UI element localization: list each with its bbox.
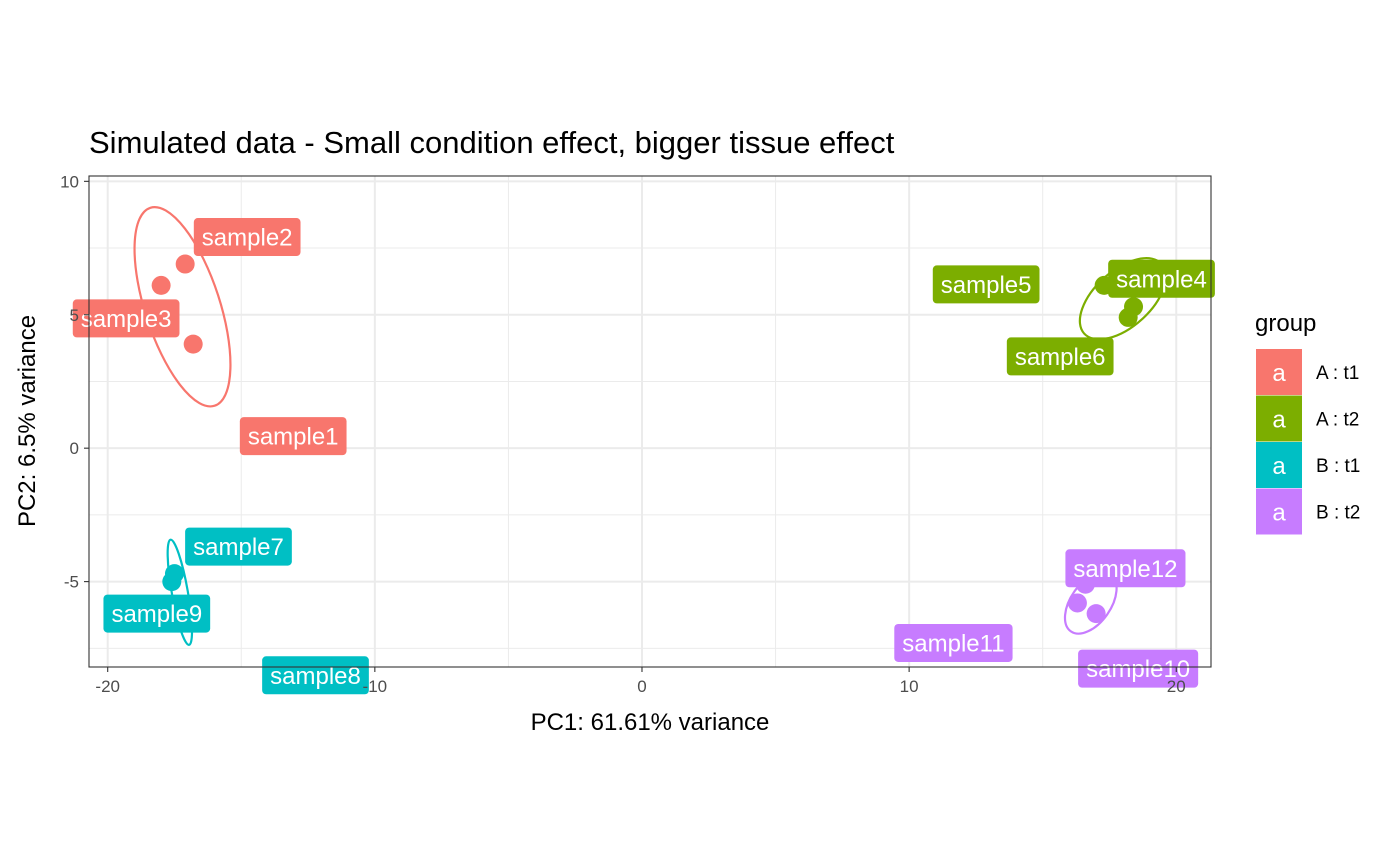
point-sample6 (1118, 307, 1138, 327)
point-label-sample4: sample4 (1108, 259, 1215, 298)
point-label-box (1108, 259, 1215, 298)
x-tick-label: -10 (363, 677, 388, 696)
point-label-text: sample3 (81, 306, 172, 333)
point-label-text: sample10 (1086, 656, 1190, 683)
y-tick-label: 5 (70, 306, 79, 325)
point-label-box (193, 218, 301, 257)
point-label-box (932, 265, 1040, 304)
point-label-text: sample5 (941, 272, 1032, 299)
point-label-box (1006, 337, 1114, 376)
point-sample11 (1067, 593, 1087, 613)
point-label-text: sample4 (1116, 266, 1207, 293)
legend-item-a-t1: a A : t1 (1256, 349, 1359, 395)
point-label-sample11: sample11 (894, 623, 1013, 662)
point-label-sample10: sample10 (1078, 649, 1199, 688)
point-label-sample1: sample1 (239, 417, 347, 456)
legend-key-glyph: a (1272, 453, 1286, 480)
point-label-sample5: sample5 (932, 265, 1040, 304)
point-label-box (1065, 549, 1186, 588)
point-label-sample6: sample6 (1006, 337, 1114, 376)
y-tick-label: 10 (60, 172, 79, 191)
legend-item-a-t2: a A : t2 (1256, 395, 1359, 442)
legend-key (1256, 395, 1302, 442)
legend-items: a A : t1 a A : t2 a B : t1 a B : t2 (1256, 349, 1360, 535)
point-sample10 (1086, 604, 1106, 624)
x-tick-label: 0 (637, 677, 646, 696)
point-label-box (1078, 649, 1199, 688)
point-label-text: sample2 (202, 225, 293, 252)
point-label-text: sample1 (248, 424, 339, 451)
x-axis-title: PC1: 61.61% variance (531, 709, 770, 736)
legend-item-b-t1: a B : t1 (1256, 442, 1360, 488)
legend-key (1256, 488, 1302, 535)
legend-key-glyph: a (1272, 500, 1286, 527)
legend: group a A : t1 a A : t2 a B : t1 a B : t2 (1255, 310, 1360, 535)
legend-key (1256, 442, 1302, 488)
x-tick-label: -20 (95, 677, 120, 696)
legend-item-b-t2: a B : t2 (1256, 488, 1360, 535)
legend-key (1256, 349, 1302, 395)
point-sample3 (151, 275, 171, 295)
point-label-sample2: sample2 (193, 218, 301, 257)
y-tick-label: -5 (64, 573, 79, 592)
y-axis-title: PC2: 6.5% variance (14, 315, 41, 527)
point-sample9 (162, 572, 182, 592)
x-tick-label: 20 (1167, 677, 1186, 696)
chart-title: Simulated data - Small condition effect,… (89, 125, 895, 160)
x-tick-label: 10 (900, 677, 919, 696)
x-axis: -20 -10 0 10 20 (95, 667, 1186, 696)
legend-title: group (1255, 310, 1316, 337)
point-label-text: sample6 (1015, 344, 1106, 371)
point-label-sample12: sample12 (1065, 549, 1186, 588)
legend-label: B : t2 (1316, 503, 1360, 524)
legend-label: B : t1 (1316, 456, 1360, 477)
legend-label: A : t1 (1316, 363, 1359, 384)
point-label-box (185, 527, 292, 566)
point-sample1 (183, 334, 203, 354)
plot-panel-border (88, 175, 1212, 668)
y-tick-label: 0 (70, 439, 79, 458)
point-label-text: sample9 (111, 601, 202, 628)
legend-label: A : t2 (1316, 410, 1359, 431)
point-label-text: sample11 (902, 630, 1004, 657)
point-label-box (262, 656, 369, 695)
point-label-sample9: sample9 (103, 594, 211, 633)
legend-key-glyph: a (1272, 360, 1286, 387)
point-sample2 (175, 254, 195, 274)
point-label-box (103, 594, 211, 633)
point-label-box (239, 417, 347, 456)
legend-key-glyph: a (1272, 407, 1286, 434)
point-label-sample7: sample7 (185, 527, 292, 566)
point-labels: sample1 sample2 sample3 sample4 sample5 sampl… (72, 218, 1215, 695)
point-label-text: sample7 (193, 534, 284, 561)
point-label-sample3: sample3 (72, 299, 180, 338)
ellipse-b-t1 (166, 538, 194, 646)
y-axis: -5 0 5 10 (60, 172, 89, 592)
point-label-sample8: sample8 (262, 656, 369, 695)
point-label-box (72, 299, 180, 338)
point-label-box (894, 623, 1013, 662)
point-label-text: sample12 (1073, 556, 1177, 583)
